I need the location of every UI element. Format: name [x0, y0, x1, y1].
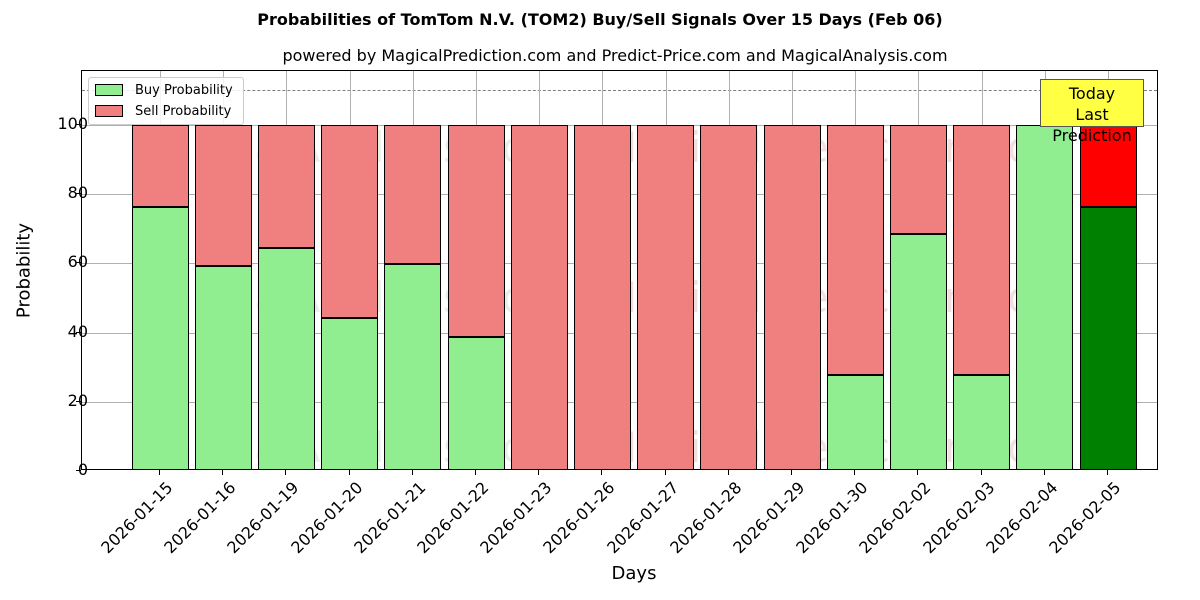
x-tick-mark: [664, 470, 666, 475]
x-tick-mark: [538, 470, 540, 475]
x-tick-mark: [854, 470, 856, 475]
y-tick-mark: [76, 470, 81, 471]
bar-sell: [1079, 125, 1137, 208]
bar-buy: [384, 264, 442, 469]
reference-line: [82, 90, 1157, 91]
y-tick-mark: [76, 262, 81, 264]
bar-buy: [1016, 125, 1074, 469]
bar-buy: [889, 233, 947, 469]
legend-item-sell: Sell Probability: [95, 103, 231, 119]
chart-subtitle: powered by MagicalPrediction.com and Pre…: [282, 46, 948, 65]
x-tick-mark: [601, 470, 603, 475]
x-tick-mark: [791, 470, 792, 475]
bar-sell: [573, 125, 631, 469]
y-axis-label: Probability: [13, 222, 35, 319]
y-tick-label: 60: [67, 252, 88, 272]
x-tick-mark: [222, 470, 224, 475]
bar-sell: [826, 125, 884, 376]
bar-sell: [763, 125, 821, 469]
chart-title: Probabilities of TomTom N.V. (TOM2) Buy/…: [257, 10, 943, 29]
sell-swatch: [95, 105, 123, 117]
bar-buy: [257, 248, 315, 469]
bar-sell: [953, 125, 1011, 376]
bar-sell: [700, 125, 758, 469]
bar-sell: [194, 125, 252, 267]
y-tick-label: 20: [67, 390, 88, 410]
y-tick-label: 80: [67, 183, 88, 203]
bar-sell: [637, 125, 695, 469]
x-tick-mark: [1107, 470, 1108, 475]
bar-buy: [194, 266, 252, 469]
today-annotation: Today Last Prediction: [1040, 79, 1144, 145]
x-tick-mark: [159, 470, 160, 475]
y-tick-label: 100: [57, 114, 88, 133]
annotation-line1: Today: [1068, 84, 1116, 103]
bar-buy: [447, 337, 505, 469]
x-tick-mark: [411, 470, 413, 475]
bar-buy: [321, 318, 379, 469]
legend: Buy Probability Sell Probability: [88, 77, 244, 125]
bar-sell: [321, 125, 379, 319]
y-tick-mark: [76, 331, 81, 333]
legend-sell-label: Sell Probability: [135, 103, 232, 119]
bar-sell: [384, 125, 442, 265]
y-tick-label: 0: [77, 460, 88, 479]
annotation-line2: Last Prediction: [1052, 105, 1132, 145]
bar-buy: [826, 375, 884, 469]
bar-buy: [953, 375, 1011, 469]
bar-sell: [131, 125, 189, 208]
x-tick-mark: [285, 470, 287, 475]
bar-buy: [131, 207, 189, 469]
y-tick-mark: [76, 193, 81, 195]
x-tick-mark: [727, 470, 729, 475]
x-tick-mark: [1043, 470, 1045, 475]
buy-swatch: [95, 84, 123, 96]
bar-buy: [1079, 207, 1137, 469]
y-tick-mark: [76, 124, 81, 125]
x-tick-mark: [348, 470, 350, 475]
bar-sell: [510, 125, 568, 469]
x-axis-label: Days: [611, 563, 657, 584]
y-tick-mark: [76, 400, 81, 402]
bar-sell: [447, 125, 505, 338]
y-tick-label: 40: [67, 321, 88, 341]
legend-item-buy: Buy Probability: [95, 82, 233, 98]
legend-buy-label: Buy Probability: [135, 82, 233, 98]
x-tick-mark: [980, 470, 982, 475]
x-tick-mark: [917, 470, 919, 475]
plot-area: MagicalAnalysis.comMagicalPrediction.com…: [81, 70, 1158, 470]
x-tick-mark: [475, 470, 476, 475]
bar-sell: [889, 125, 947, 234]
bar-sell: [257, 125, 315, 249]
